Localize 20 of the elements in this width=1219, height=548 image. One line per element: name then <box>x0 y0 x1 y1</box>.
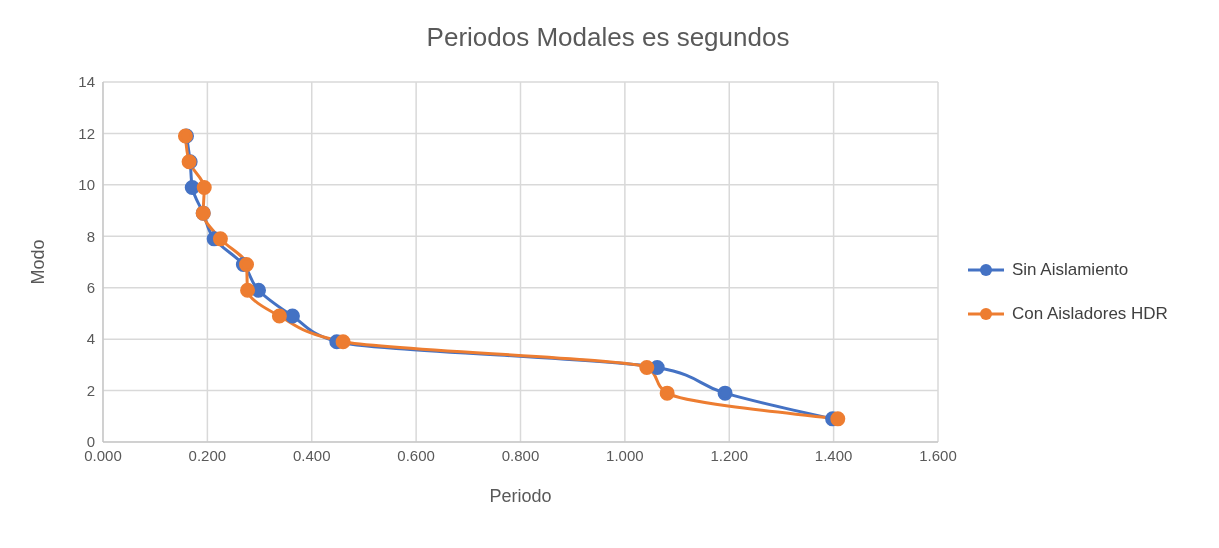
y-axis-title: Modo <box>28 239 49 285</box>
x-tick-label: 0.600 <box>397 446 435 464</box>
y-tick-label: 14 <box>78 73 95 91</box>
x-tick-label: 0.400 <box>292 446 331 464</box>
y-tick-label: 8 <box>86 227 95 245</box>
x-tick-label: 1.200 <box>710 446 749 464</box>
chart-title: Periodos Modales es segundos <box>425 22 791 54</box>
x-tick-label: 1.400 <box>814 446 853 464</box>
legend-label: Con Aisladores HDR <box>1012 304 1168 324</box>
x-tick-label: 1.600 <box>919 446 957 464</box>
y-tick-label: 2 <box>86 381 95 399</box>
x-tick-label: 0.800 <box>501 446 540 464</box>
x-axis-title: Periodo <box>489 486 552 506</box>
y-tick-label: 12 <box>78 124 95 142</box>
y-tick-label: 6 <box>86 279 95 297</box>
x-tick-label: 1.000 <box>606 446 644 464</box>
x-tick-label: 0.200 <box>188 446 227 464</box>
legend-label: Sin Aislamiento <box>1012 260 1129 280</box>
y-tick-label: 10 <box>78 176 95 194</box>
y-tick-label: 4 <box>86 330 95 348</box>
